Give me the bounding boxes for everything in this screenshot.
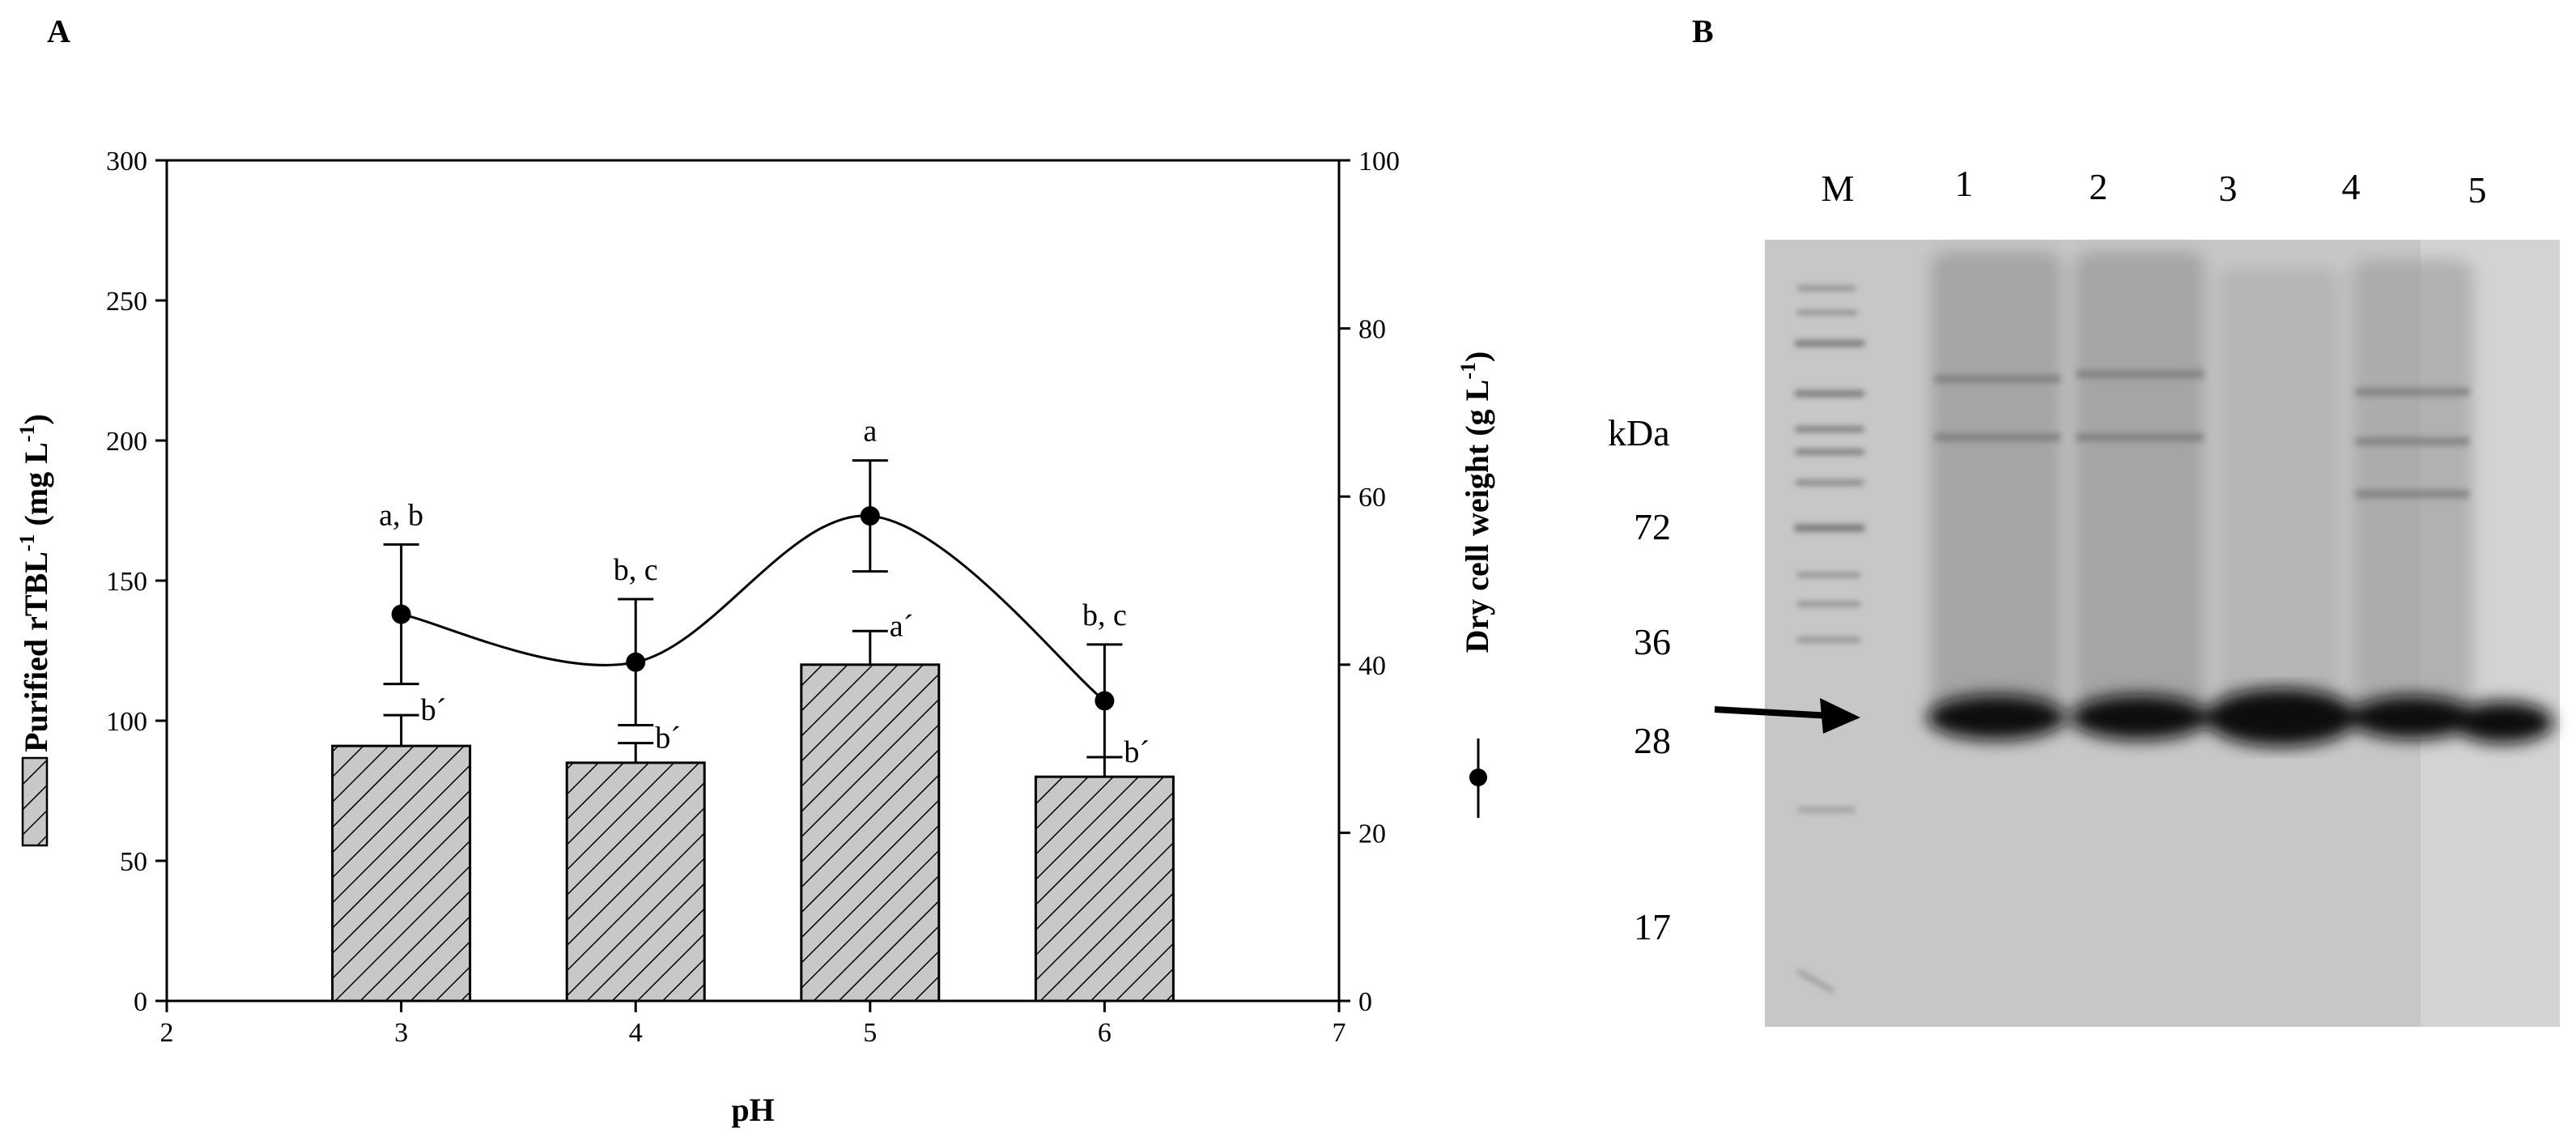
line-annotation-ph-5: a	[863, 415, 877, 449]
y-axis-left-title: Purified rTBL-1 (mg L-1)	[15, 414, 54, 752]
svg-text:Purified rTBL-1 (mg L-1): Purified rTBL-1 (mg L-1)	[15, 414, 54, 752]
bar-annotation-ph-5: a´	[890, 609, 914, 643]
bar-error-ph-6	[1086, 756, 1123, 777]
x-tick-label-7: 7	[1333, 1018, 1346, 1048]
y-left-tick-label-300: 300	[106, 147, 147, 177]
bar-error-ph-5	[852, 629, 888, 665]
bar-error-ph-3	[383, 713, 419, 747]
lane-label-1: 1	[1955, 163, 1974, 204]
y-axis-right-title: Dry cell weight (g L-1)	[1456, 351, 1495, 654]
dry-cell-weight-line	[401, 514, 1106, 702]
line-point-ph-4	[626, 652, 646, 672]
lane-label-4: 4	[2342, 166, 2361, 207]
lane-label-m: M	[1821, 168, 1855, 209]
y-axis-right: 0 20 40 60 80 100	[1339, 147, 1400, 1017]
panel-b-label: B	[1692, 13, 1714, 49]
x-tick-label-4: 4	[629, 1018, 643, 1048]
y-left-tick-label-200: 200	[106, 427, 147, 457]
line-annotations: a, b b, c a b, c	[379, 415, 1127, 632]
gel-image	[1765, 240, 2560, 1027]
line-point-ph-3	[391, 604, 411, 624]
marker-72: 72	[1634, 506, 1671, 547]
bar-ph-4	[565, 761, 706, 1003]
bar-annotations: b´ b´ a´ b´	[421, 609, 1150, 769]
x-tick-label-6: 6	[1098, 1018, 1112, 1048]
y-right-label-close: )	[1459, 351, 1495, 362]
marker-28: 28	[1634, 720, 1671, 761]
svg-text:Dry cell weight (g L-1): Dry cell weight (g L-1)	[1456, 351, 1495, 654]
marker-36: 36	[1634, 621, 1671, 662]
panel-a-label: A	[47, 13, 70, 49]
x-axis-title: pH	[731, 1092, 774, 1128]
bar-annotation-ph-4: b´	[655, 722, 681, 756]
y-right-tick-label-0: 0	[1358, 987, 1372, 1017]
y-left-label-sup: -1	[15, 534, 39, 551]
band-arrow	[1714, 698, 1860, 734]
legend-line-marker	[1469, 739, 1487, 818]
y-axis-left: 0 50 100 150 200 250 300	[106, 147, 167, 1017]
bar-annotation-ph-6: b´	[1124, 735, 1150, 769]
line-point-ph-6	[1095, 691, 1115, 711]
bar-ph-3	[331, 744, 472, 1003]
bar-error-ph-4	[618, 742, 654, 763]
bars-group	[331, 663, 1175, 1003]
y-right-tick-label-40: 40	[1358, 651, 1386, 681]
gel-lane-labels: M 1 2 3 4 5	[1821, 163, 2487, 211]
y-right-tick-label-100: 100	[1358, 147, 1400, 177]
bar-annotation-ph-3: b´	[421, 693, 447, 727]
y-left-tick-label-100: 100	[106, 707, 147, 737]
bar-ph-5	[800, 663, 941, 1003]
marker-17: 17	[1634, 906, 1671, 947]
line-series	[383, 459, 1123, 759]
y-right-tick-label-60: 60	[1358, 483, 1386, 513]
chart: b´ b´ a´ b´ a, b b, c a b, c 2 3 4 5 6 7 0 50 100 150 2…	[15, 147, 1495, 1128]
line-point-ph-5	[860, 506, 880, 526]
y-left-tick-label-250: 250	[106, 287, 147, 317]
legend-bar-swatch	[21, 756, 49, 847]
y-right-label-main: Dry cell weight (g L	[1459, 380, 1495, 654]
lane-label-5: 5	[2468, 169, 2487, 211]
line-annotation-ph-6: b, c	[1082, 598, 1127, 632]
line-annotation-ph-4: b, c	[614, 553, 658, 587]
y-right-label-sup: -1	[1456, 362, 1480, 380]
y-left-tick-label-0: 0	[134, 987, 147, 1017]
y-left-label-main: Purified rTBL	[18, 551, 54, 752]
y-left-label-unit-sup: -1	[15, 424, 39, 442]
y-left-label-close: )	[18, 414, 54, 424]
bar-ph-6	[1034, 775, 1175, 1003]
lane-label-3: 3	[2219, 168, 2238, 209]
y-left-tick-label-50: 50	[120, 847, 147, 877]
lane-label-2: 2	[2089, 166, 2108, 207]
y-left-tick-label-150: 150	[106, 567, 147, 597]
y-right-tick-label-80: 80	[1358, 315, 1386, 345]
bar-error-bars	[383, 629, 1123, 777]
x-tick-label-3: 3	[394, 1018, 408, 1048]
y-left-label-unit: (mg L	[18, 442, 54, 526]
x-tick-label-2: 2	[160, 1018, 174, 1048]
kda-unit-label: kDa	[1608, 412, 1670, 453]
x-tick-label-5: 5	[863, 1018, 877, 1048]
gel-size-markers: kDa 72 36 28 17	[1608, 412, 1671, 947]
x-axis: 2 3 4 5 6 7	[160, 1001, 1346, 1048]
line-annotation-ph-3: a, b	[379, 498, 423, 532]
y-right-tick-label-20: 20	[1358, 819, 1386, 849]
